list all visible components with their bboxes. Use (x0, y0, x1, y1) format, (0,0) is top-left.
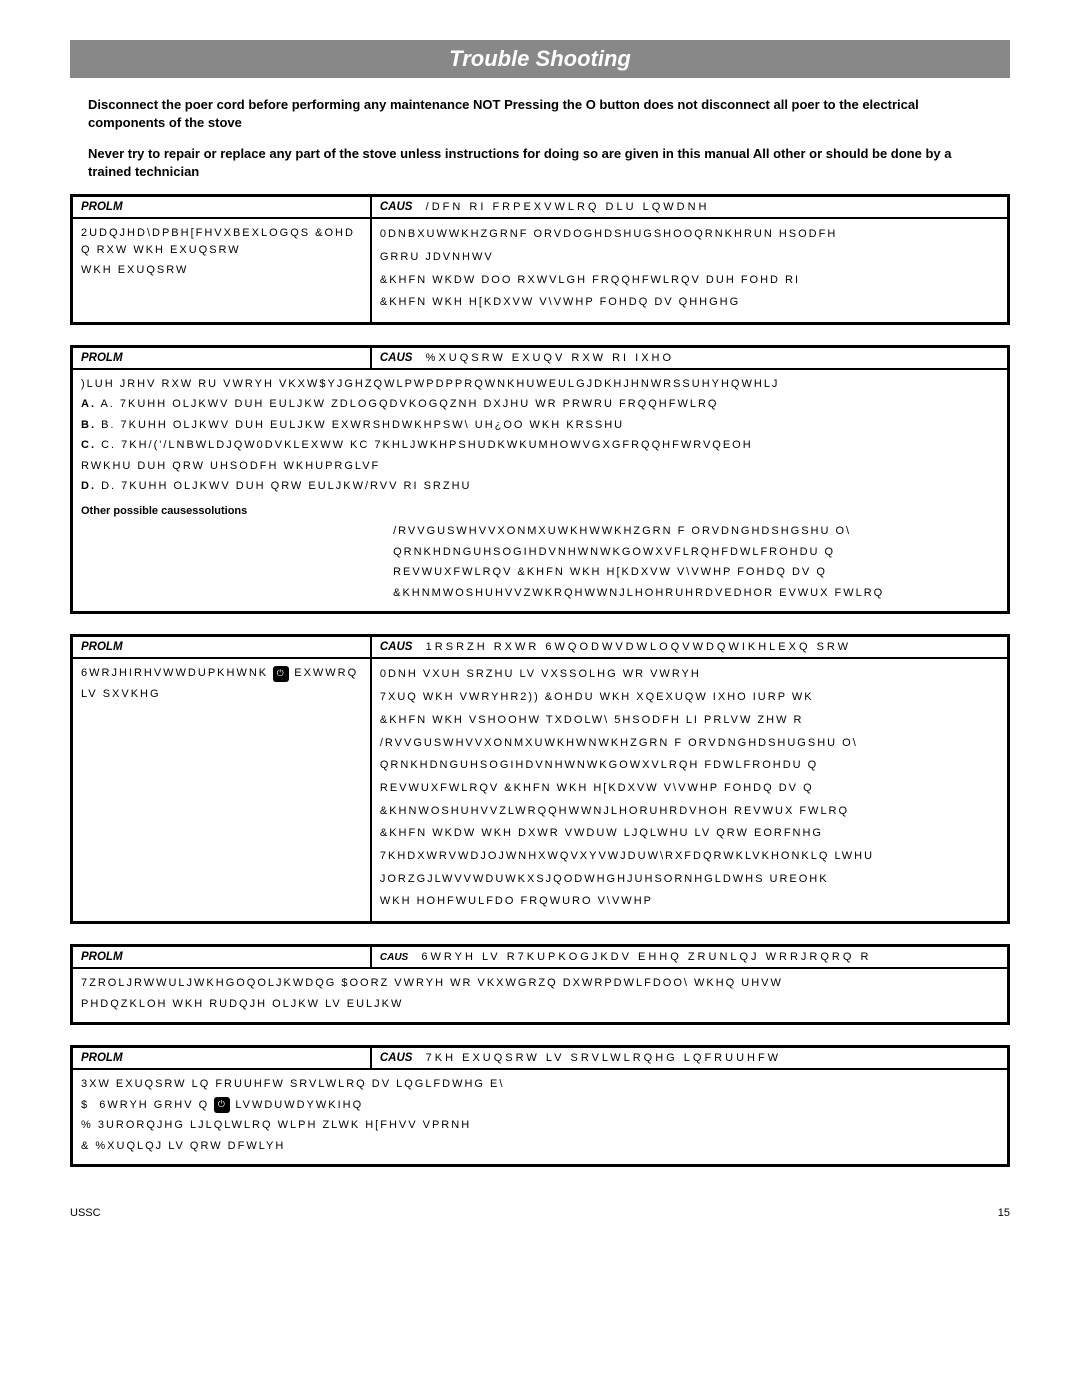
problem-block-1: PROLM CAUS /DFN RI FRPEXVWLRQ DLU LQWDNH… (70, 194, 1010, 325)
problem-label: PROLM (81, 352, 123, 364)
intro-section: Disconnect the poer cord before performi… (70, 96, 1010, 180)
text-line: QRNKHDNGUHSOGIHDVNHWNWKGOWXVFLRQHFDWLFRO… (393, 544, 999, 561)
page-title: Trouble Shooting (70, 40, 1010, 78)
text-line: &KHFN WKH H[KDXVW V\VWHP FOHDQ DV QHHGHG (380, 293, 999, 312)
text-line: &KHFN WKDW DOO RXWVLGH FRQQHFWLRQV DUH F… (380, 271, 999, 290)
cause-label: CAUS (380, 201, 413, 213)
text-line: 7XUQ WKH VWRYHR2)) &OHDU WKH XQEXUQW IXH… (380, 688, 999, 707)
power-icon: ⏻ (273, 666, 289, 682)
text-line: PHDQZKLOH WKH RUDQJH OLJKW LV EULJKW (81, 996, 999, 1013)
intro-para-2: Never try to repair or replace any part … (70, 145, 1010, 180)
text-line: REVWUXFWLRQV &KHFN WKH H[KDXVW V\VWHP FO… (380, 779, 999, 798)
cause-head: 7KH EXUQSRW LV SRVLWLRQHG LQFRUUHFW (426, 1052, 781, 1064)
text-line: B. B. 7KUHH OLJKWV DUH EULJKW EXWRSHDWKH… (81, 417, 999, 434)
cause-label: CAUS (380, 641, 413, 653)
text-line: /RVVGUSWHVVXONMXUWKHWNWKHZGRN F ORVDNGHD… (380, 734, 999, 753)
intro-para-1: Disconnect the poer cord before performi… (70, 96, 1010, 131)
text-line: GRRU JDVNHWV (380, 248, 999, 267)
problem-label: PROLM (81, 201, 123, 213)
text-line: D. D. 7KUHH OLJKWV DUH QRW EULJKW/RVV RI… (81, 478, 999, 495)
text-line: &KHNMWOSHUHVVZWKRQHWWNJLHOHRUHRDVEDHOR E… (393, 585, 999, 602)
cause-label: CAUS (380, 352, 413, 364)
text-line: )LUH JRHV RXW RU VWRYH VKXW$YJGHZQWLPWPD… (81, 376, 999, 393)
problem-label: PROLM (81, 641, 123, 653)
text-line: 3XW EXUQSRW LQ FRUUHFW SRVLWLRQ DV LQGLF… (81, 1076, 999, 1093)
text-line: REVWUXFWLRQV &KHFN WKH H[KDXVW V\VWHP FO… (393, 564, 999, 581)
text-line: &KHFN WKH VSHOOHW TXDOLW\ 5HSODFH LI PRL… (380, 711, 999, 730)
footer-right: 15 (998, 1207, 1010, 1219)
text-line: WKH HOHFWULFDO FRQWURO V\VWHP (380, 892, 999, 911)
cause-head: /DFN RI FRPEXVWLRQ DLU LQWDNH (426, 201, 710, 213)
cause-label: CAUS (380, 952, 408, 963)
text-line: & %XUQLQJ LV QRW DFWLYH (81, 1138, 999, 1155)
problem-block-2: PROLM CAUS %XUQSRW EXUQV RXW RI IXHO )LU… (70, 345, 1010, 615)
text-line: A. A. 7KUHH OLJKWV DUH EULJKW ZDLOGQDVKO… (81, 396, 999, 413)
text-line: /RVVGUSWHVVXONMXUWKHWWKHZGRN F ORVDNGHDS… (393, 523, 999, 540)
text-line: 6WRJHIRHVWWDUPKHWNK ⏻ EXWWRQ (81, 665, 362, 682)
text-line: WKH EXUQSRW (81, 262, 362, 279)
text-line: LV SXVKHG (81, 686, 362, 703)
footer-left: USSC (70, 1207, 101, 1219)
page-footer: USSC 15 (70, 1207, 1010, 1219)
problem-block-4: PROLM CAUS 6WRYH LV R7KUPKOGJKDV EHHQ ZR… (70, 944, 1010, 1025)
text-line: 7ZROLJRWWULJWKHGOQOLJKWDQG $OORZ VWRYH W… (81, 975, 999, 992)
problem-label: PROLM (81, 951, 123, 963)
text-line: &KHFN WKDW WKH DXWR VWDUW LJQLWHU LV QRW… (380, 824, 999, 843)
text-line: 2UDQJHD\DPBH[FHVXBEXLOGQS &OHDQ RXW WKH … (81, 225, 362, 258)
other-causes-label: Other possible causessolutions (81, 503, 999, 520)
text-line: &KHNWOSHUHVVZLWRQQHWWNJLHORUHRDVHOH REVW… (380, 802, 999, 821)
cause-head: %XUQSRW EXUQV RXW RI IXHO (426, 352, 674, 364)
text-line: QRNKHDNGUHSOGIHDVNHWNWKGOWXVLRQH FDWLFRO… (380, 756, 999, 775)
text-line: 0DNBXUWWKHZGRNF ORVDOGHDSHUGSHOOQRNKHRUN… (380, 225, 999, 244)
text-line: JORZGJLWVVWDUWKXSJQODWHGHJUHSORNHGLDWHS … (380, 870, 999, 889)
text-line: C. C. 7KH/('/LNBWLDJQW0DVKLEXWW KC 7KHLJ… (81, 437, 999, 454)
text-line: % 3URORQJHG LJLQLWLRQ WLPH ZLWK H[FHVV V… (81, 1117, 999, 1134)
cause-head: 6WRYH LV R7KUPKOGJKDV EHHQ ZRUNLQJ WRRJR… (421, 951, 871, 963)
problem-block-3: PROLM CAUS 1RSRZH RXWR 6WQODWVDWLOQVWDQW… (70, 634, 1010, 924)
text-line: RWKHU DUH QRW UHSODFH WKHUPRGLVF (81, 458, 999, 475)
problem-block-5: PROLM CAUS 7KH EXUQSRW LV SRVLWLRQHG LQF… (70, 1045, 1010, 1167)
power-icon: ⏻ (214, 1097, 230, 1113)
text-line: 7KHDXWRVWDJOJWNHXWQVXYVWJDUW\RXFDQRWKLVK… (380, 847, 999, 866)
text-line: $ 6WRYH GRHV Q ⏻ LVWDUWDYWKIHQ (81, 1097, 999, 1114)
cause-label: CAUS (380, 1052, 413, 1064)
text-line: 0DNH VXUH SRZHU LV VXSSOLHG WR VWRYH (380, 665, 999, 684)
problem-label: PROLM (81, 1052, 123, 1064)
cause-head: 1RSRZH RXWR 6WQODWVDWLOQVWDQWIKHLEXQ SRW (426, 641, 851, 653)
